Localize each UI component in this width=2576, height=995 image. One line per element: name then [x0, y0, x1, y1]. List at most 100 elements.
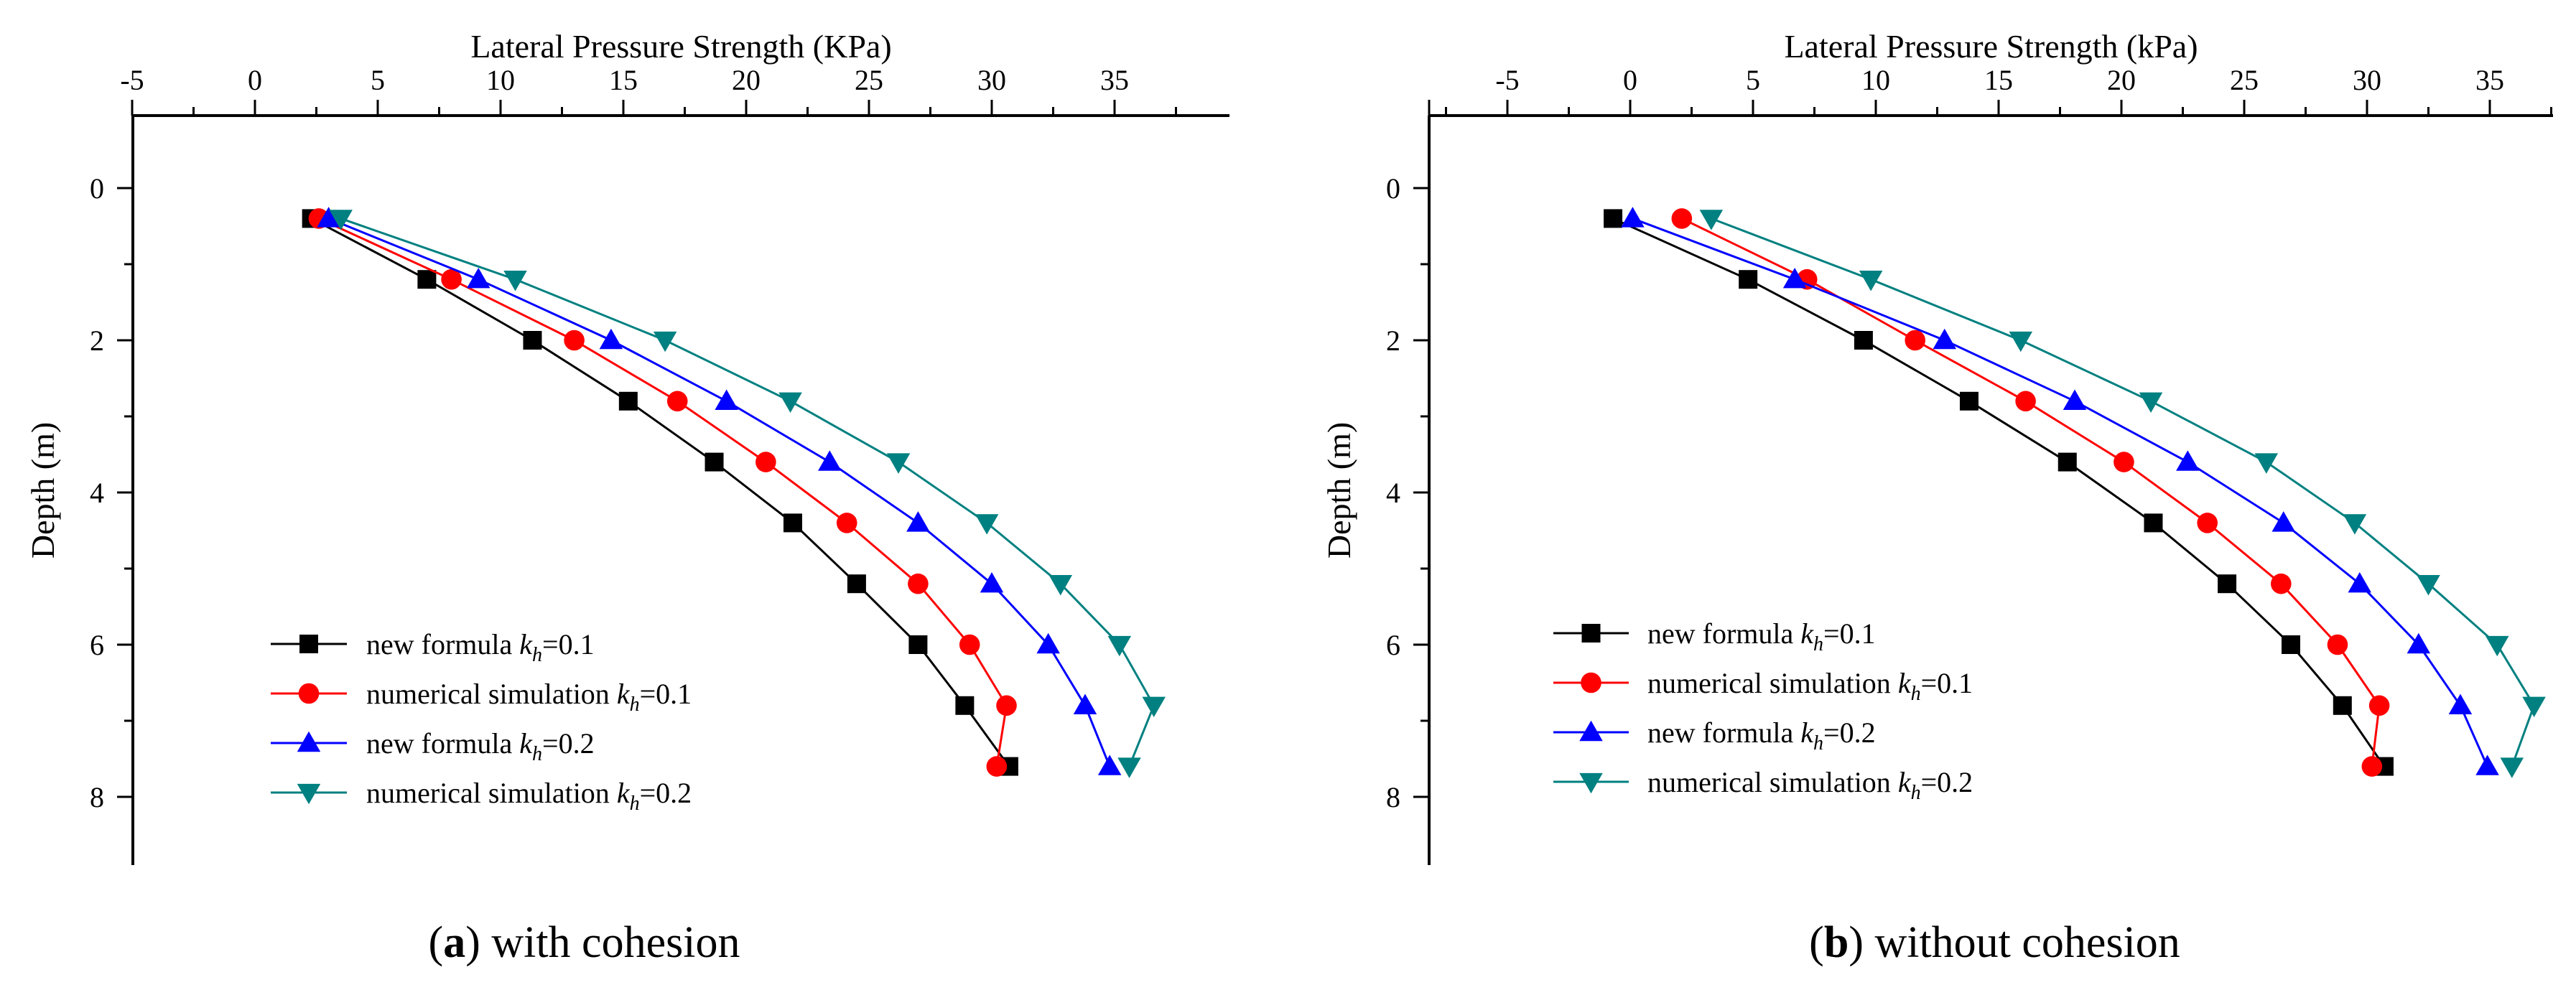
series-1 — [308, 208, 1017, 777]
legend-series-name: new formula — [1647, 716, 1800, 749]
x-tick-label: 25 — [855, 64, 883, 96]
legend-series-name: numerical simulation — [366, 777, 617, 809]
y-tick-label: 4 — [90, 477, 104, 509]
legend-marker — [1579, 720, 1603, 742]
legend-k-symbol: k — [1898, 667, 1912, 699]
legend-k-symbol: k — [1800, 716, 1814, 749]
data-point — [2448, 693, 2473, 714]
legend-entry: new formula kh=0.1 — [1647, 617, 1876, 655]
data-point — [2500, 757, 2524, 778]
data-point — [523, 331, 542, 350]
y-tick-label: 8 — [1386, 781, 1400, 813]
legend-k-value: =0.1 — [1823, 617, 1876, 650]
data-point — [2063, 389, 2087, 410]
x-tick-label: 0 — [1623, 64, 1637, 96]
data-point — [466, 267, 490, 289]
data-point — [2333, 696, 2352, 715]
y-tick-label: 4 — [1386, 477, 1400, 509]
data-point — [2522, 696, 2546, 718]
legend-k-subscript: h — [1813, 732, 1823, 755]
caption-letter: a — [443, 918, 465, 967]
data-point — [618, 391, 638, 411]
data-point — [2271, 573, 2292, 594]
legend-k-value: =0.2 — [542, 727, 595, 760]
legend-series-name: new formula — [366, 628, 519, 660]
legend-k-symbol: k — [1898, 766, 1912, 798]
data-point — [441, 268, 462, 290]
y-tick-label: 6 — [1386, 629, 1400, 661]
x-axis-title: Lateral Pressure Strength (KPa) — [470, 28, 891, 65]
caption: (a) with cohesion — [429, 918, 740, 967]
series-line — [1711, 217, 2536, 767]
series-0 — [302, 209, 1018, 776]
data-point — [2281, 635, 2300, 654]
legend-k-value: =0.2 — [1823, 716, 1876, 749]
data-point — [2343, 514, 2367, 535]
data-point — [778, 392, 802, 414]
legend-series-name: numerical simulation — [366, 678, 617, 710]
data-point — [666, 391, 688, 412]
legend-entry: new formula kh=0.2 — [366, 727, 595, 765]
data-point — [975, 514, 999, 535]
series-line — [328, 218, 1111, 767]
legend-k-subscript: h — [1911, 683, 1921, 705]
legend-k-symbol: k — [519, 727, 533, 760]
legend-marker — [297, 731, 321, 752]
data-point — [2417, 575, 2440, 596]
legend-entry: numerical simulation kh=0.2 — [1647, 766, 1973, 804]
data-point — [2327, 634, 2348, 655]
x-tick-label: 0 — [248, 64, 262, 96]
y-tick-label: 2 — [90, 324, 104, 357]
data-point — [1959, 391, 1979, 411]
data-point — [503, 271, 527, 291]
x-tick-label: 20 — [2107, 64, 2136, 96]
legend-k-symbol: k — [1800, 617, 1814, 650]
series-line — [1612, 218, 2386, 767]
data-point — [2009, 331, 2033, 352]
data-point — [653, 331, 677, 352]
data-point — [2475, 755, 2499, 775]
data-point — [1048, 575, 1073, 596]
legend-k-symbol: k — [617, 678, 631, 710]
legend-series-name: numerical simulation — [1647, 667, 1898, 699]
legend-entry: numerical simulation kh=0.2 — [366, 777, 692, 815]
data-point — [2176, 450, 2200, 471]
data-point — [996, 695, 1017, 716]
caption-text: ) with cohesion — [465, 918, 740, 967]
series-2 — [317, 207, 1122, 775]
x-tick-label: 30 — [977, 64, 1006, 96]
data-point — [417, 270, 437, 289]
data-point — [2114, 452, 2134, 472]
legend-k-value: =0.1 — [1921, 667, 1973, 699]
y-tick-label: 0 — [1386, 172, 1400, 205]
legend-k-subscript: h — [1911, 782, 1921, 804]
x-tick-label: 15 — [609, 64, 638, 96]
legend-k-subscript: h — [532, 644, 542, 666]
series-2 — [1621, 207, 2499, 775]
legend-k-subscript: h — [532, 743, 542, 765]
data-point — [908, 573, 929, 594]
data-point — [847, 574, 866, 594]
data-point — [959, 634, 980, 655]
legend-marker — [1581, 672, 1601, 693]
legend-k-value: =0.2 — [1921, 766, 1973, 798]
series-line — [340, 217, 1156, 767]
chart-panel-a: -5 0 5 10 15 20 25 30 35 0 2 4 6 8 Lateral Pressure St… — [24, 28, 1229, 967]
chart-panel-b: -5 0 5 10 15 20 25 30 35 0 2 4 6 8 Lateral Pressure St… — [1321, 28, 2553, 967]
legend-series-name: new formula — [366, 727, 519, 760]
legend-k-symbol: k — [519, 628, 533, 660]
data-point — [1604, 209, 1623, 228]
data-point — [1739, 270, 1758, 289]
data-point — [329, 210, 353, 230]
x-tick-label: 35 — [2475, 64, 2504, 96]
legend-entry: new formula kh=0.2 — [1647, 716, 1876, 755]
data-point — [715, 389, 738, 410]
data-point — [906, 511, 930, 532]
legend-k-value: =0.2 — [640, 777, 692, 809]
data-point — [2254, 453, 2279, 474]
legend-marker — [297, 783, 321, 805]
series-line — [318, 218, 1008, 767]
y-tick-label: 8 — [90, 781, 104, 813]
legend-k-subscript: h — [630, 693, 640, 716]
